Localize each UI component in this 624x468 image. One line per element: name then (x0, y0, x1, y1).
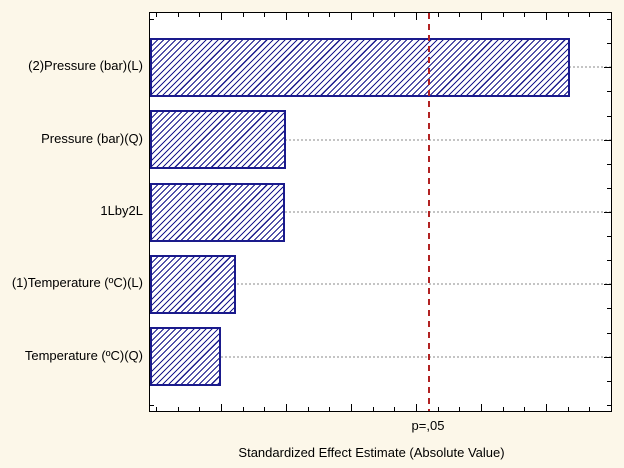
right-axis-tick (604, 67, 611, 68)
top-axis-tick (243, 13, 244, 17)
top-axis-tick (221, 13, 222, 20)
bottom-axis-tick (373, 407, 374, 411)
gridline (150, 355, 611, 358)
right-axis-tick (604, 212, 611, 213)
bottom-axis-tick (286, 404, 287, 411)
right-axis-tick (607, 116, 611, 117)
top-axis-tick (524, 13, 525, 17)
top-axis-tick (156, 13, 157, 17)
top-axis-tick (416, 13, 417, 20)
bottom-axis-tick (199, 407, 200, 411)
bar (150, 182, 285, 242)
category-label: Temperature (ºC)(Q) (24, 347, 143, 363)
x-axis-title: Standardized Effect Estimate (Absolute V… (238, 445, 505, 460)
top-axis-tick (351, 13, 352, 20)
bottom-axis-tick (503, 407, 504, 411)
bar (150, 327, 221, 387)
right-axis-tick (607, 164, 611, 165)
right-axis-tick (604, 284, 611, 285)
left-axis-tick (150, 19, 154, 20)
top-axis-tick (394, 13, 395, 17)
top-axis-tick (481, 13, 482, 20)
right-axis-tick (607, 236, 611, 237)
bottom-axis-tick (351, 404, 352, 411)
top-axis-tick (438, 13, 439, 17)
right-axis-tick (607, 308, 611, 309)
top-axis-tick (568, 13, 569, 17)
category-label: 1Lby2L (100, 203, 143, 218)
right-axis-tick (607, 43, 611, 44)
bottom-axis-tick (568, 407, 569, 411)
top-axis-tick (178, 13, 179, 17)
gridline (150, 138, 611, 141)
right-axis-tick (607, 19, 611, 20)
p-value-label: p=,05 (411, 418, 445, 433)
plot-area (149, 12, 612, 412)
right-axis-tick (604, 140, 611, 141)
right-axis-tick (604, 357, 611, 358)
bottom-axis-tick (221, 404, 222, 411)
bar (150, 110, 286, 170)
right-axis-tick (607, 260, 611, 261)
top-axis-tick (546, 13, 547, 20)
gridline (150, 211, 611, 213)
bottom-axis-tick (329, 407, 330, 411)
bar (150, 37, 570, 97)
bottom-axis-tick (546, 404, 547, 411)
bottom-axis-tick (459, 407, 460, 411)
top-axis-tick (373, 13, 374, 17)
bottom-axis-tick (264, 407, 265, 411)
gridline (150, 283, 611, 286)
category-label: (2)Pressure (bar)(L) (28, 58, 143, 74)
top-axis-tick (199, 13, 200, 17)
right-axis-tick (607, 333, 611, 334)
category-label: Pressure (bar)(Q) (41, 130, 143, 146)
top-axis-tick (589, 13, 590, 17)
right-axis-tick (607, 381, 611, 382)
top-axis-tick (308, 13, 309, 17)
bar (150, 254, 236, 314)
bottom-axis-tick (416, 404, 417, 411)
bottom-axis-tick (308, 407, 309, 411)
bottom-axis-tick (178, 407, 179, 411)
p-value-reference-line (428, 13, 430, 411)
bottom-axis-tick (243, 407, 244, 411)
bottom-axis-tick (438, 407, 439, 411)
left-axis-tick (150, 405, 154, 406)
right-axis-tick (607, 91, 611, 92)
top-axis-tick (459, 13, 460, 17)
bottom-axis-tick (481, 404, 482, 411)
top-axis-tick (503, 13, 504, 17)
right-axis-tick (607, 405, 611, 406)
top-axis-tick (286, 13, 287, 20)
right-axis-tick (607, 188, 611, 189)
top-axis-tick (329, 13, 330, 17)
bottom-axis-tick (524, 407, 525, 411)
category-label: (1)Temperature (ºC)(L) (11, 275, 143, 291)
top-axis-tick (264, 13, 265, 17)
bottom-axis-tick (589, 407, 590, 411)
bottom-axis-tick (156, 407, 157, 411)
bottom-axis-tick (394, 407, 395, 411)
